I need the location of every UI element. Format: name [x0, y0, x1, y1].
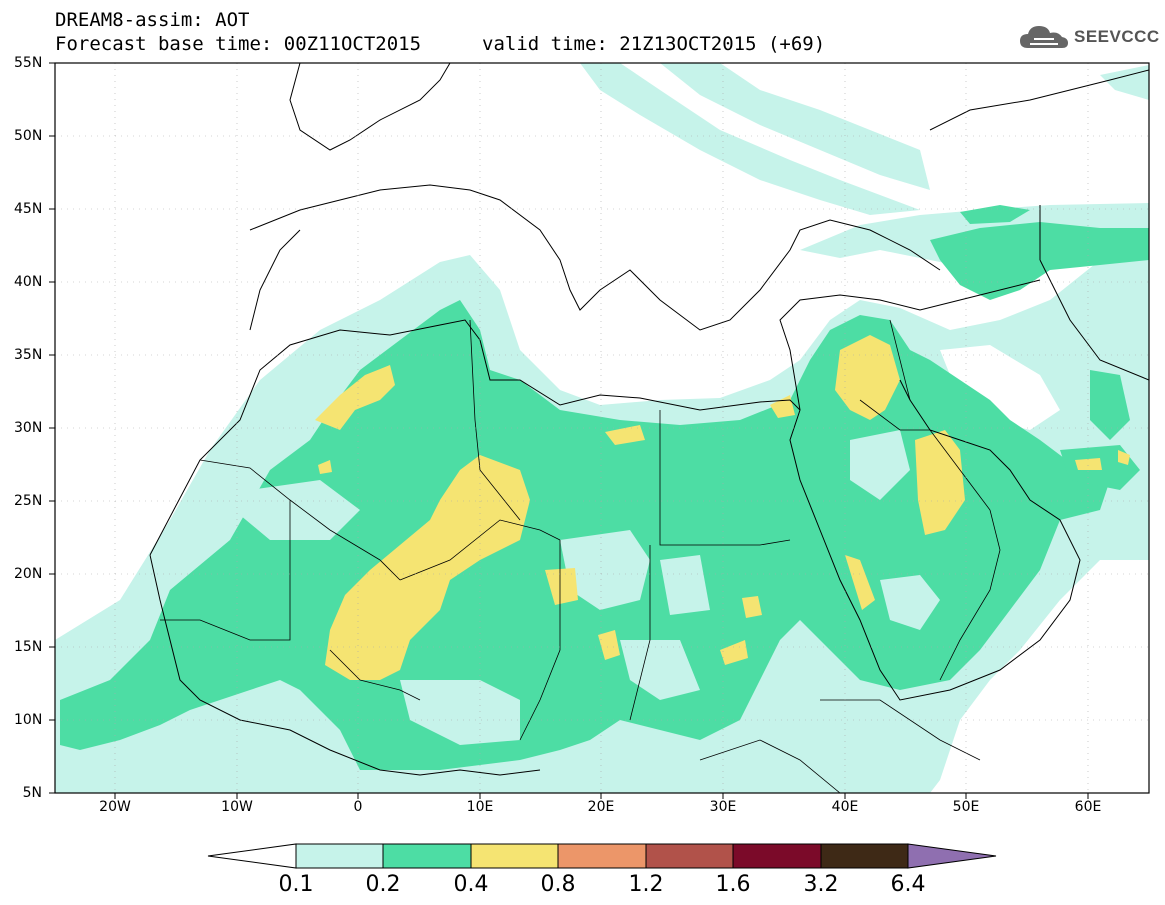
lon-label: 20W	[99, 799, 131, 815]
colorbar-label: 0.4	[453, 872, 489, 897]
cloud-icon	[1020, 26, 1068, 48]
axis-ticks	[49, 62, 1089, 799]
map-title: DREAM8-assim: AOT	[55, 9, 250, 31]
lat-label: 25N	[14, 493, 43, 509]
lat-label: 10N	[14, 712, 43, 728]
colorbar-segment	[295, 843, 384, 869]
colorbar-label: 0.8	[540, 872, 576, 897]
colorbar-segment	[470, 843, 559, 869]
colorbar-label: 1.2	[628, 872, 664, 897]
colorbar-lower-arrow	[207, 843, 297, 869]
lat-label: 55N	[14, 55, 43, 71]
lon-label: 40E	[831, 799, 859, 815]
valid-time: valid time: 21Z13OCT2015 (+69)	[482, 33, 826, 55]
colorbar-label: 6.4	[890, 872, 926, 897]
aot-contour-0.4	[315, 335, 1130, 680]
lon-label: 10E	[466, 799, 494, 815]
coastlines	[149, 63, 1149, 776]
lat-label: 20N	[14, 566, 43, 582]
colorbar-upper-arrow	[907, 843, 997, 869]
lon-label: 60E	[1074, 799, 1102, 815]
colorbar-label: 1.6	[715, 872, 751, 897]
forecast-base-time: Forecast base time: 00Z11OCT2015	[55, 33, 422, 55]
lon-label: 50E	[952, 799, 980, 815]
lat-label: 45N	[14, 201, 43, 217]
logo-text: SEEVCCC	[1074, 27, 1160, 46]
lat-label: 35N	[14, 347, 43, 363]
graticule	[55, 63, 1149, 793]
lon-label: 20E	[587, 799, 615, 815]
lon-label: 30E	[709, 799, 737, 815]
lat-label: 5N	[22, 785, 42, 801]
lat-label: 40N	[14, 274, 43, 290]
colorbar-label: 0.2	[365, 872, 401, 897]
colorbar-segment	[820, 843, 909, 869]
colorbar-segment	[645, 843, 734, 869]
colorbar-label: 3.2	[803, 872, 839, 897]
colorbar	[207, 843, 997, 869]
lat-label: 15N	[14, 639, 43, 655]
lon-label: 0	[353, 799, 363, 815]
aot-contour-0.1-inner	[240, 430, 940, 745]
lat-label: 50N	[14, 128, 43, 144]
borders	[160, 319, 1001, 793]
lon-label: 10W	[221, 799, 253, 815]
colorbar-label: 0.1	[278, 872, 314, 897]
colorbar-segment	[557, 843, 647, 869]
lat-label: 30N	[14, 420, 43, 436]
seevccc-logo: SEEVCCC	[1018, 22, 1160, 52]
colorbar-segment	[382, 843, 472, 869]
colorbar-segment	[732, 843, 822, 869]
